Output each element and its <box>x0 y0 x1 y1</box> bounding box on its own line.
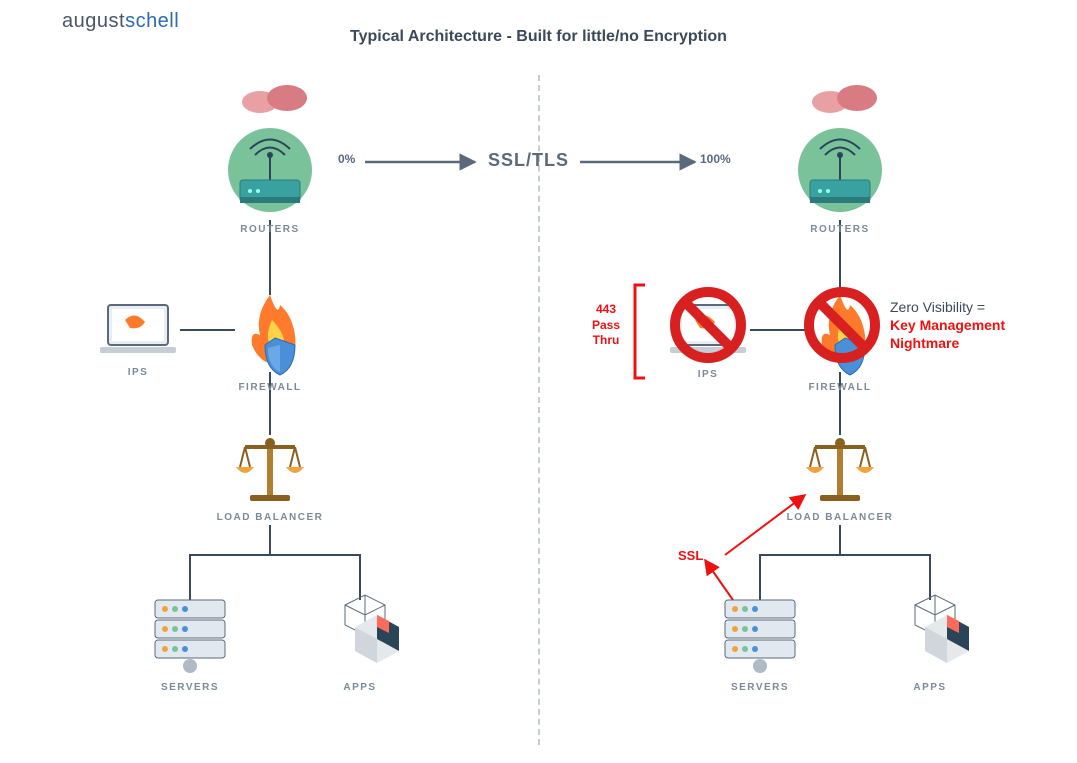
apps-label: APPS <box>913 682 946 693</box>
load-balancer-icon <box>806 438 874 501</box>
right-connectors <box>750 220 930 600</box>
zero-vis-line2: Key Management <box>890 316 1060 334</box>
router-label: ROUTERS <box>810 224 869 235</box>
servers-icon <box>155 600 225 673</box>
left-connectors <box>180 220 360 600</box>
cloud-icon <box>242 85 307 113</box>
load-balancer-label: LOAD BALANCER <box>217 512 324 523</box>
ips-laptop-icon <box>100 305 176 353</box>
ips-label: IPS <box>698 369 719 380</box>
apps-label: APPS <box>343 682 376 693</box>
page-title: Typical Architecture - Built for little/… <box>0 28 1077 46</box>
load-balancer-label: LOAD BALANCER <box>787 512 894 523</box>
router-label: ROUTERS <box>240 224 299 235</box>
ssl-annotation: SSL <box>678 548 703 565</box>
ssl-arrow-2 <box>725 495 805 555</box>
center-divider <box>538 75 540 745</box>
right-diagram-svg: ROUTERS IPS FIREWALL <box>560 80 1060 760</box>
servers-icon <box>725 600 795 673</box>
apps-icon <box>345 595 399 663</box>
firewall-label: FIREWALL <box>808 382 871 393</box>
left-diagram-svg: ROUTERS IPS FIREWALL <box>40 80 520 760</box>
servers-label: SERVERS <box>731 682 789 693</box>
firewall-label: FIREWALL <box>238 382 301 393</box>
router-icon <box>798 128 882 212</box>
firewall-icon <box>252 295 296 375</box>
pass-thru-bracket <box>635 285 645 378</box>
pass-thru-line3: Thru <box>592 333 620 349</box>
load-balancer-icon <box>236 438 304 501</box>
zero-visibility-annotation: Zero Visibility = Key Management Nightma… <box>890 298 1060 353</box>
ips-label: IPS <box>128 367 149 378</box>
pass-thru-annotation: 443 Pass Thru <box>592 302 620 349</box>
pass-thru-line1: 443 <box>592 302 620 318</box>
router-icon <box>228 128 312 212</box>
cloud-icon <box>812 85 877 113</box>
zero-vis-line3: Nightmare <box>890 334 1060 352</box>
pass-thru-line2: Pass <box>592 318 620 334</box>
zero-vis-line1: Zero Visibility = <box>890 298 1060 316</box>
apps-icon <box>915 595 969 663</box>
servers-label: SERVERS <box>161 682 219 693</box>
